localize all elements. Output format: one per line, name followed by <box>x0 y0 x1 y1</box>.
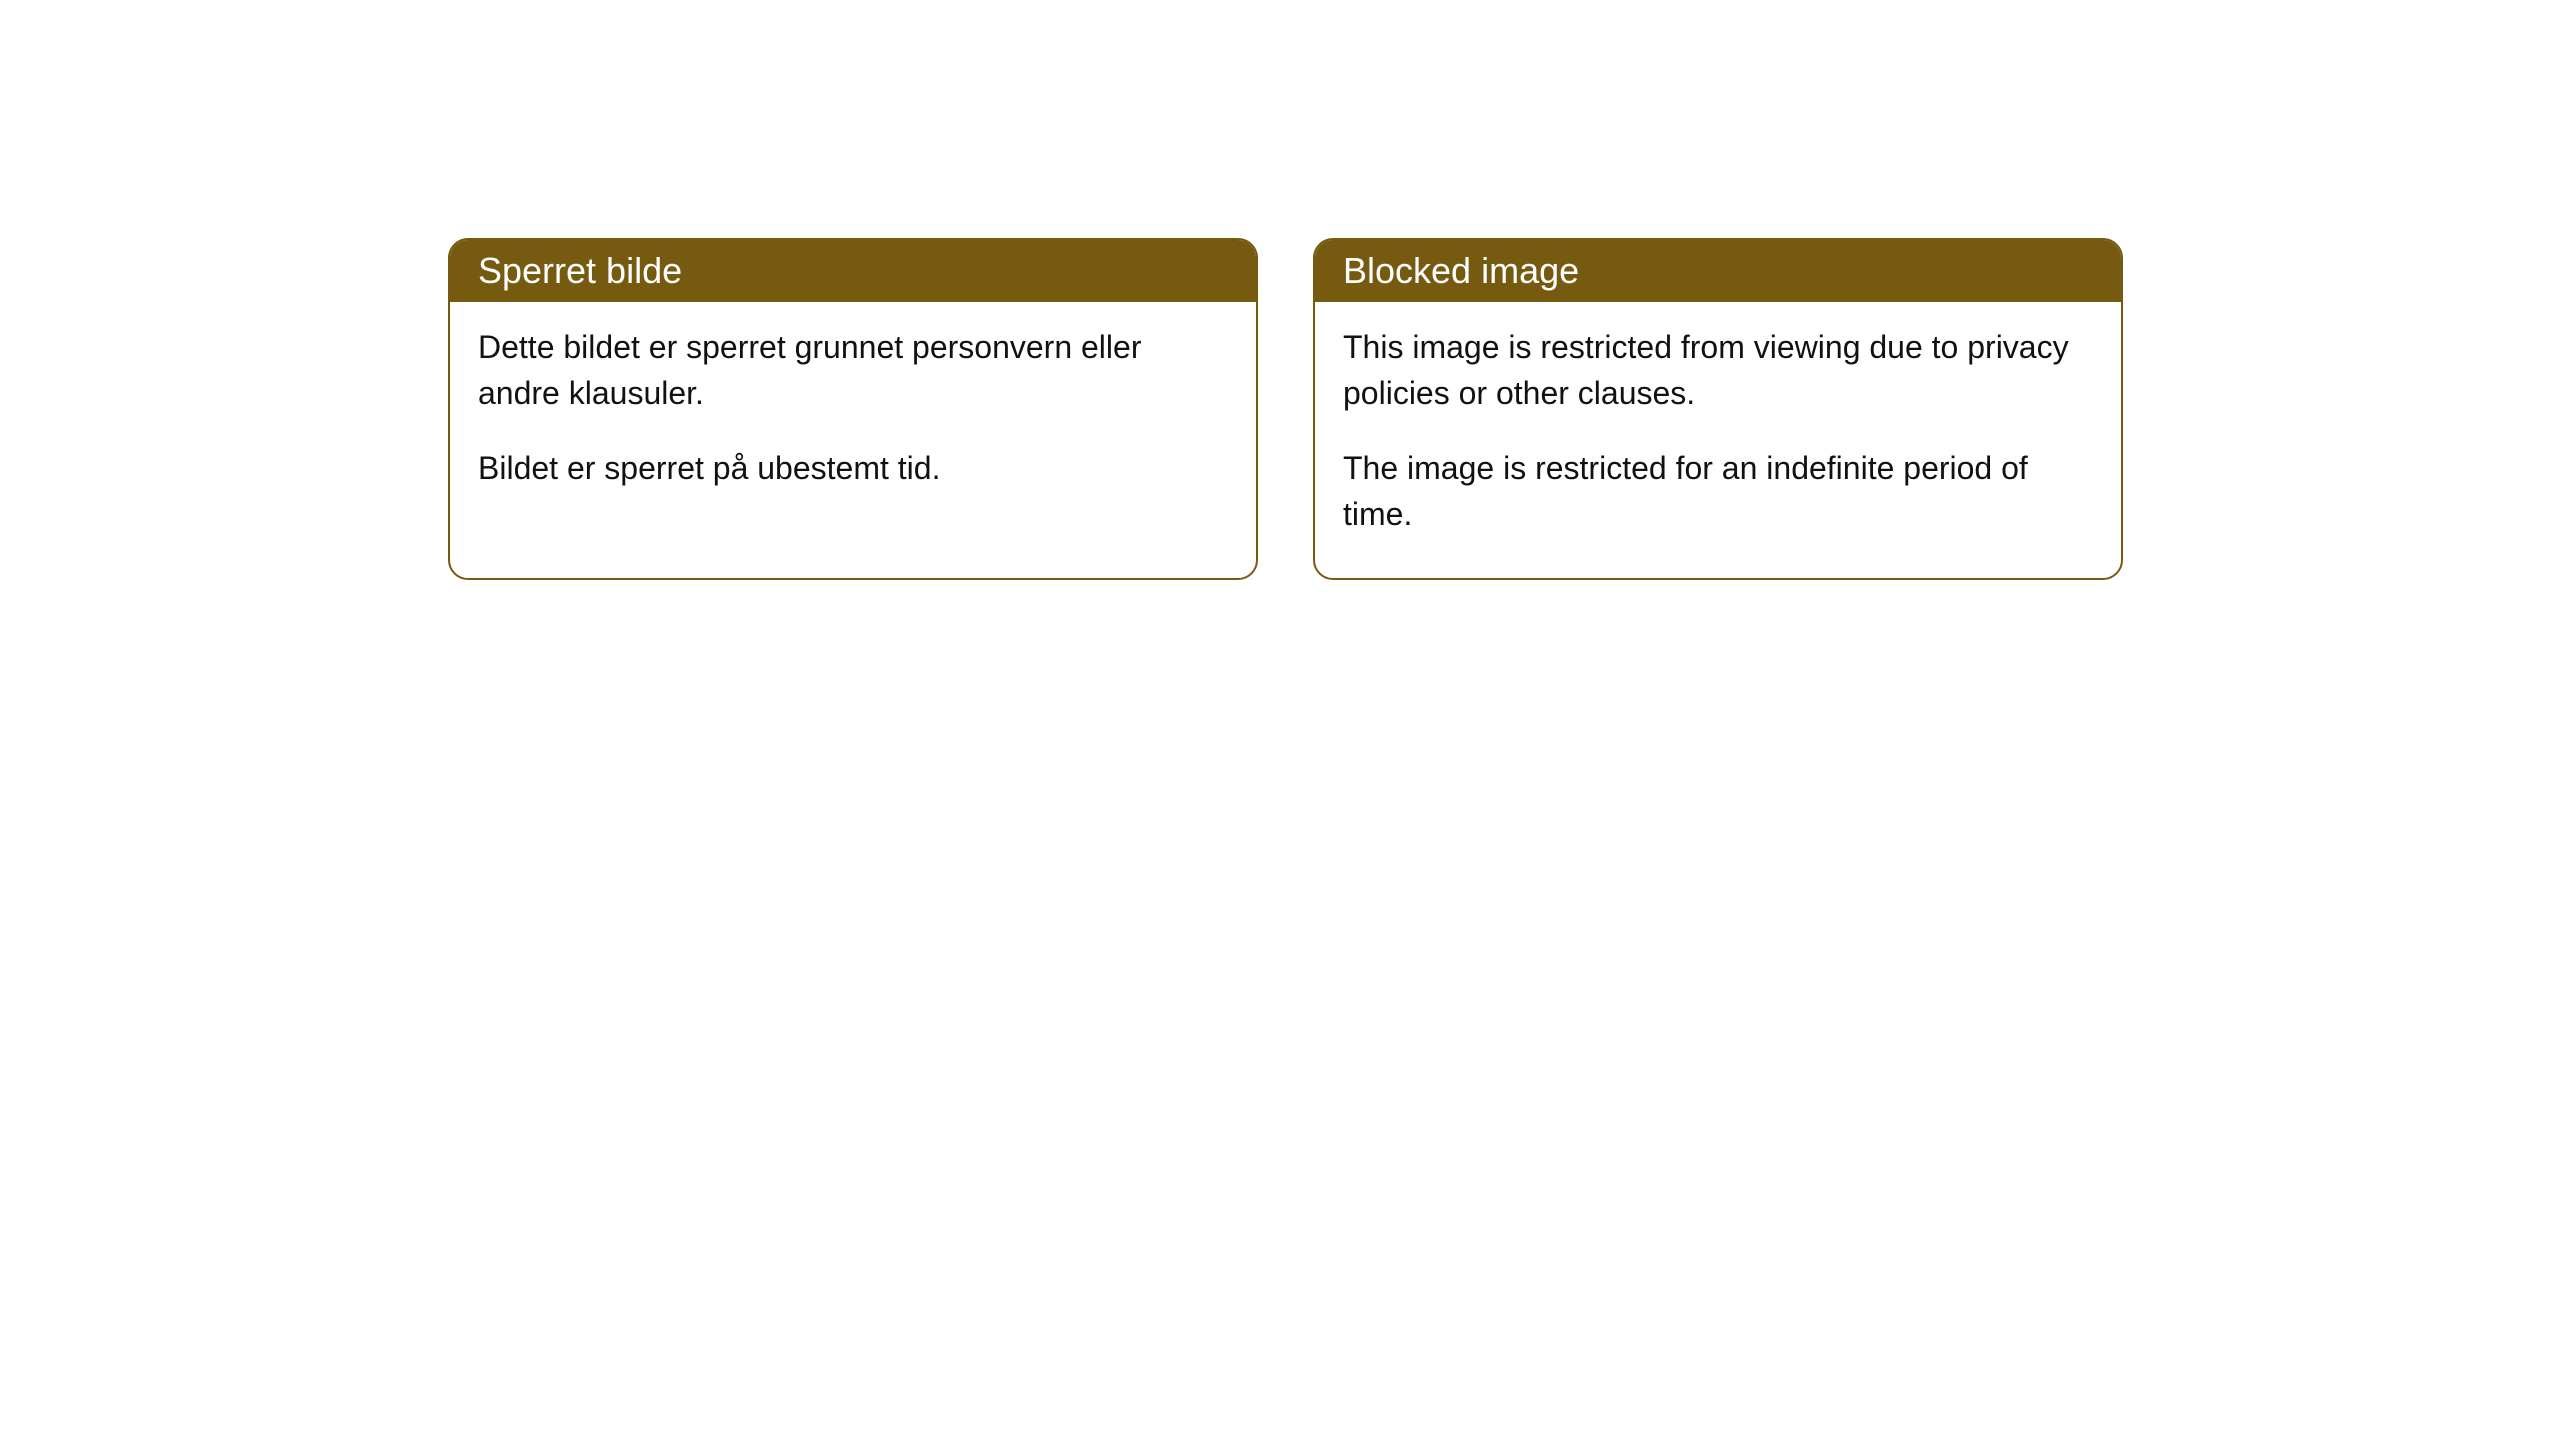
card-body-no: Dette bildet er sperret grunnet personve… <box>450 302 1256 531</box>
blocked-image-card-no: Sperret bilde Dette bildet er sperret gr… <box>448 238 1258 580</box>
notice-text-no-2: Bildet er sperret på ubestemt tid. <box>478 445 1228 491</box>
notice-text-no-1: Dette bildet er sperret grunnet personve… <box>478 324 1228 417</box>
notice-cards-container: Sperret bilde Dette bildet er sperret gr… <box>448 238 2123 580</box>
notice-text-en-2: The image is restricted for an indefinit… <box>1343 445 2093 538</box>
card-header-no: Sperret bilde <box>450 240 1256 302</box>
blocked-image-card-en: Blocked image This image is restricted f… <box>1313 238 2123 580</box>
notice-text-en-1: This image is restricted from viewing du… <box>1343 324 2093 417</box>
card-body-en: This image is restricted from viewing du… <box>1315 302 2121 578</box>
card-header-en: Blocked image <box>1315 240 2121 302</box>
